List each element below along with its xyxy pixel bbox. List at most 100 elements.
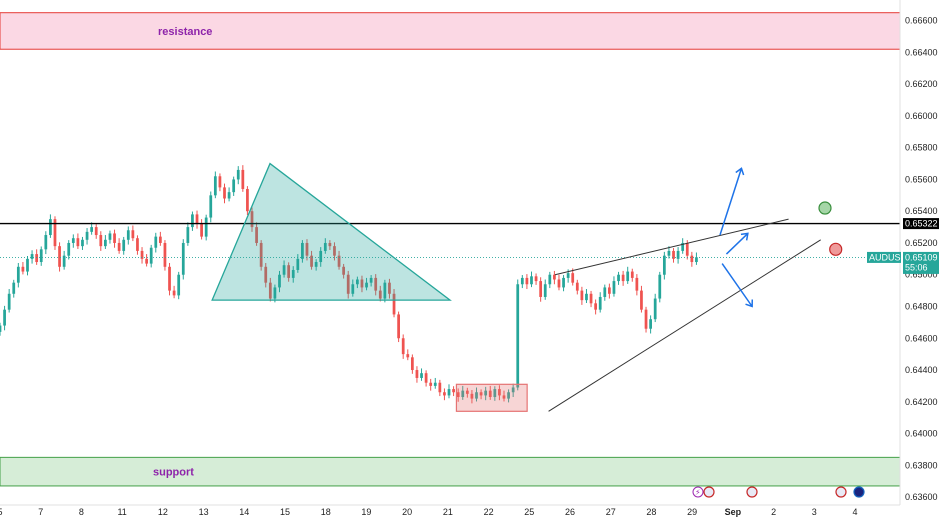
lightning-icon: ⚡ bbox=[695, 488, 701, 497]
bar-countdown: 55:06 bbox=[905, 262, 928, 272]
candle bbox=[26, 255, 29, 276]
time-tick-label: 27 bbox=[606, 507, 616, 517]
candle bbox=[644, 306, 648, 333]
time-tick-label: 2 bbox=[771, 507, 776, 517]
candle bbox=[195, 210, 199, 229]
price-tick-label: 0.65600 bbox=[905, 174, 938, 184]
candle bbox=[204, 214, 208, 241]
candle bbox=[16, 262, 20, 288]
candle bbox=[122, 236, 126, 255]
time-tick-label: 3 bbox=[812, 507, 817, 517]
candle bbox=[369, 275, 373, 287]
resistance-zone[interactable] bbox=[0, 12, 901, 50]
us-flag-icon[interactable] bbox=[835, 486, 847, 498]
candle bbox=[241, 165, 245, 192]
pattern-drawings[interactable] bbox=[211, 162, 843, 412]
candle bbox=[177, 271, 181, 300]
candle bbox=[653, 293, 657, 323]
candle bbox=[278, 270, 281, 293]
candle bbox=[113, 229, 116, 248]
us-flag-icon[interactable] bbox=[703, 486, 715, 498]
candle bbox=[319, 247, 323, 267]
candle bbox=[346, 270, 350, 299]
candle bbox=[571, 268, 575, 286]
candle bbox=[662, 251, 666, 280]
bull-target-marker[interactable] bbox=[818, 201, 832, 215]
candle bbox=[695, 252, 698, 265]
candle bbox=[140, 247, 144, 264]
candle bbox=[67, 240, 71, 260]
price-tick-label: 0.65000 bbox=[905, 270, 938, 280]
time-tick-label: 29 bbox=[687, 507, 697, 517]
candle bbox=[71, 234, 75, 248]
candle bbox=[690, 251, 694, 267]
time-tick-label: 15 bbox=[280, 507, 290, 517]
candle bbox=[21, 262, 25, 275]
candle bbox=[342, 263, 346, 279]
candle bbox=[621, 270, 625, 286]
candle bbox=[470, 390, 474, 404]
candle bbox=[534, 273, 538, 285]
candle bbox=[520, 275, 524, 289]
candle bbox=[351, 279, 355, 297]
price-tick-label: 0.64400 bbox=[905, 365, 938, 375]
bearish-arrow-down[interactable] bbox=[721, 263, 754, 308]
candle bbox=[410, 354, 414, 374]
price-tick-label: 0.64800 bbox=[905, 301, 938, 311]
time-tick-label: 19 bbox=[361, 507, 371, 517]
au-flag-icon[interactable] bbox=[853, 486, 865, 498]
candle bbox=[44, 231, 48, 255]
candle bbox=[585, 289, 588, 303]
price-tick-label: 0.66400 bbox=[905, 47, 938, 57]
candle bbox=[301, 240, 304, 263]
candle bbox=[356, 276, 359, 289]
candle bbox=[498, 385, 501, 401]
candle bbox=[658, 271, 662, 303]
candle bbox=[3, 305, 6, 331]
bear-target-marker[interactable] bbox=[829, 242, 843, 256]
wedge-lower-line[interactable] bbox=[548, 239, 821, 412]
price-tick-label: 0.64000 bbox=[905, 429, 938, 439]
time-tick-label: 28 bbox=[646, 507, 656, 517]
candle bbox=[640, 285, 643, 313]
candle bbox=[200, 219, 203, 240]
candle bbox=[672, 248, 675, 263]
candle bbox=[594, 299, 598, 315]
key-level-value: 0.65322 bbox=[905, 219, 938, 229]
triangle-pattern[interactable] bbox=[211, 162, 452, 301]
candle bbox=[392, 289, 396, 318]
wedge-upper-line[interactable] bbox=[554, 218, 789, 276]
candle bbox=[603, 284, 607, 301]
candle bbox=[649, 315, 652, 334]
economic-events[interactable]: ⚡ bbox=[692, 486, 865, 498]
candle bbox=[181, 239, 185, 280]
us-flag-icon[interactable] bbox=[746, 486, 758, 498]
support-label: support bbox=[153, 467, 194, 479]
candle bbox=[557, 274, 561, 291]
bounce-arrow[interactable] bbox=[725, 232, 749, 255]
candle bbox=[227, 187, 231, 202]
price-tick-label: 0.66200 bbox=[905, 79, 938, 89]
candle bbox=[12, 279, 16, 298]
candle bbox=[7, 289, 11, 313]
candle bbox=[443, 388, 446, 401]
support-zone[interactable] bbox=[0, 456, 901, 487]
bullish-arrow-up[interactable] bbox=[719, 167, 745, 236]
candle bbox=[575, 279, 579, 295]
candle bbox=[681, 238, 685, 254]
consolidation-box[interactable] bbox=[455, 383, 528, 412]
candle bbox=[589, 290, 593, 308]
event-icon[interactable] bbox=[692, 486, 704, 498]
time-tick-label: 8 bbox=[79, 507, 84, 517]
candle bbox=[484, 386, 488, 401]
candle bbox=[126, 226, 130, 245]
price-tick-label: 0.64600 bbox=[905, 333, 938, 343]
candle bbox=[149, 244, 153, 268]
candle bbox=[539, 277, 543, 302]
candle bbox=[145, 254, 148, 267]
time-tick-label: 25 bbox=[524, 507, 534, 517]
candle bbox=[333, 242, 336, 261]
candle bbox=[461, 385, 465, 400]
